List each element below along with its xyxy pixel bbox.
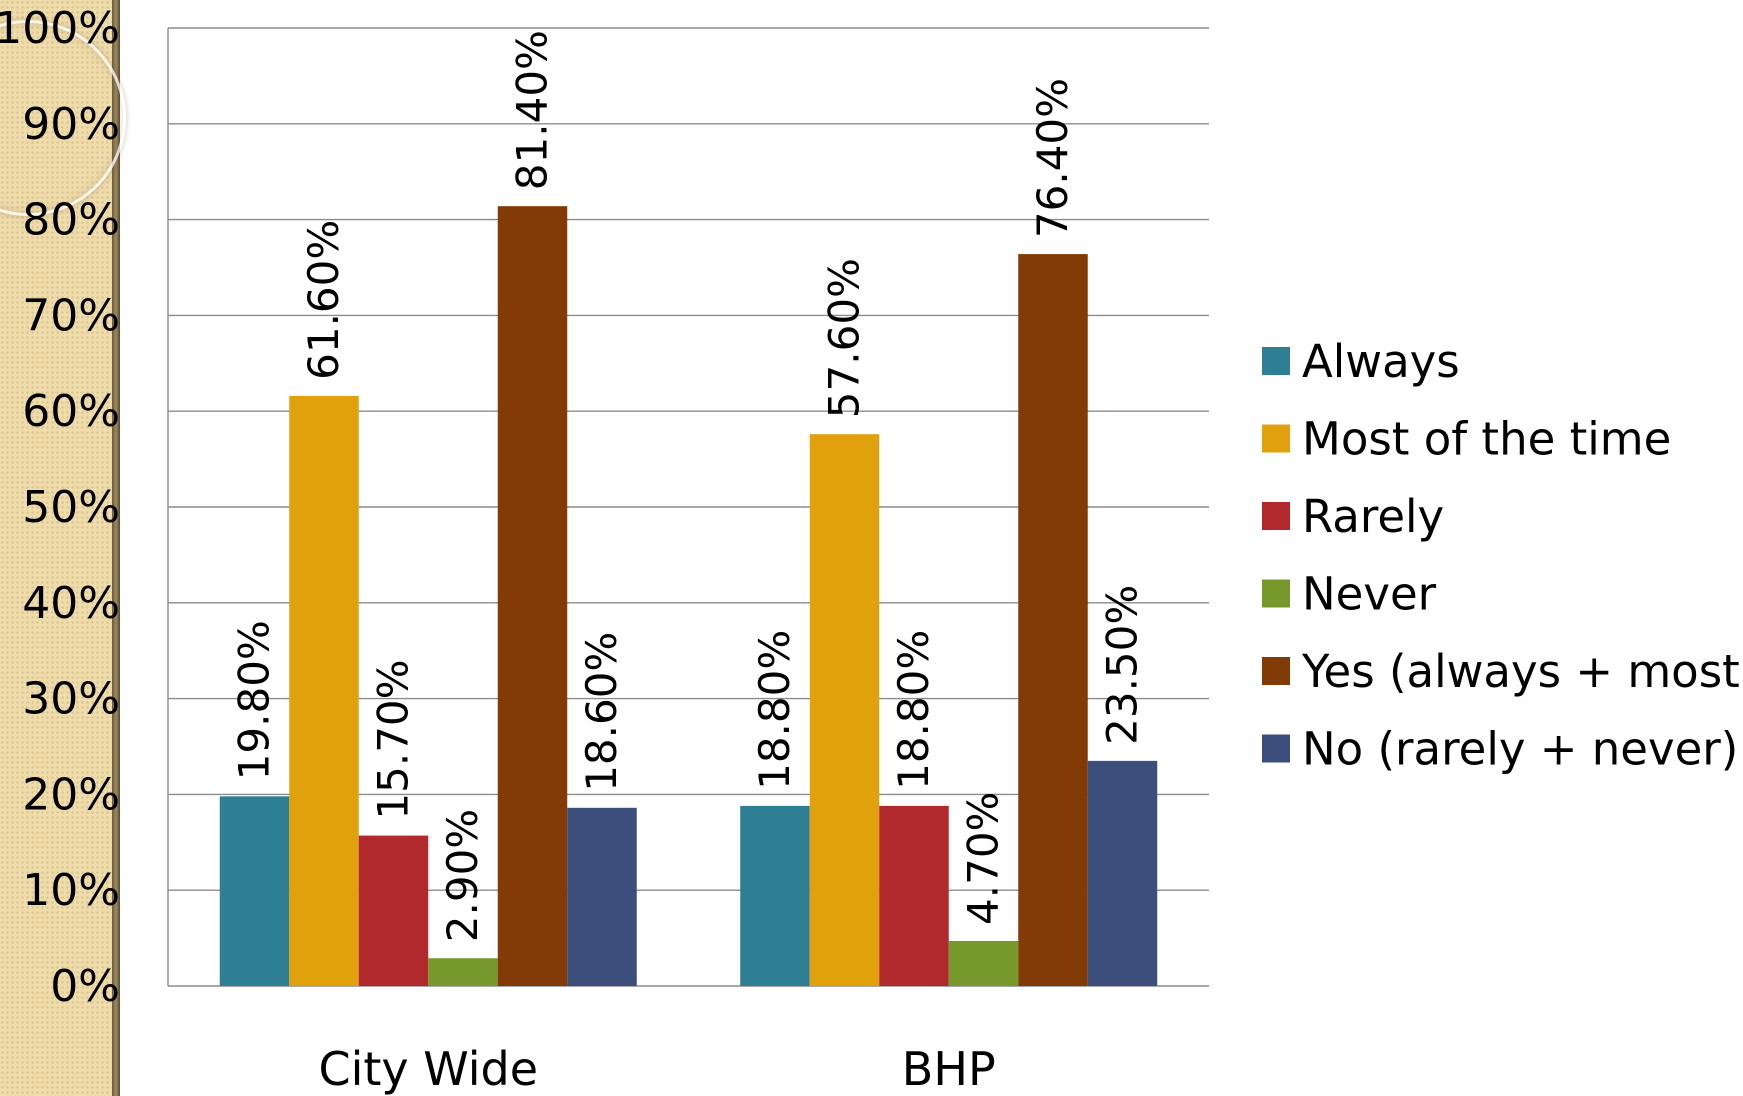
bar — [740, 805, 810, 986]
legend-swatch — [1262, 579, 1290, 608]
data-label: 18.60% — [577, 632, 626, 792]
y-tick-label: 70% — [22, 290, 120, 341]
x-category-label: City Wide — [318, 1042, 538, 1096]
legend-label: Never — [1302, 568, 1437, 621]
data-label: 23.50% — [1098, 585, 1147, 745]
data-label: 15.70% — [369, 659, 418, 819]
bar — [428, 958, 498, 986]
bar — [948, 940, 1019, 986]
y-tick-label: 30% — [22, 674, 120, 725]
bar — [219, 796, 290, 986]
bar — [879, 805, 949, 986]
legend-label: Rarely — [1302, 490, 1444, 543]
y-tick-label: 100% — [0, 3, 120, 54]
y-tick-label: 40% — [22, 578, 120, 629]
data-label: 57.60% — [820, 258, 869, 418]
bars — [219, 206, 1158, 987]
bar — [358, 835, 429, 986]
y-tick-label: 90% — [22, 99, 120, 150]
data-label: 81.40% — [508, 30, 557, 190]
bar — [1087, 760, 1158, 986]
y-axis-ticks: 0% 10% 20% 30% 40% 50% 60% 70% 80% 90% 100% — [0, 3, 120, 1012]
slide-divider-rule — [112, 0, 120, 1096]
bar — [497, 206, 568, 987]
data-label: 2.90% — [438, 809, 487, 942]
legend-label: Always — [1302, 335, 1460, 388]
legend-label: No (rarely + never) — [1302, 723, 1738, 776]
bar — [289, 395, 359, 986]
y-tick-label: 0% — [50, 961, 120, 1012]
x-axis-labels: City Wide BHP — [318, 1042, 995, 1096]
legend-label: Most of the time — [1302, 413, 1671, 466]
data-label: 76.40% — [1028, 78, 1077, 238]
data-label: 18.80% — [889, 630, 938, 790]
legend-swatch — [1262, 657, 1290, 685]
legend: Always Most of the time Rarely Never Yes (al… — [1262, 335, 1743, 776]
data-label: 18.80% — [750, 630, 799, 790]
bar — [567, 807, 637, 986]
y-tick-label: 60% — [22, 386, 120, 437]
bar — [1018, 254, 1088, 986]
y-tick-label: 20% — [22, 769, 120, 820]
legend-swatch — [1262, 424, 1290, 453]
x-category-label: BHP — [902, 1042, 996, 1096]
data-labels: 19.80% 61.60% 15.70% 2.90% 81.40% 18.60% 18.80… — [230, 30, 1147, 942]
data-label: 19.80% — [230, 620, 279, 780]
y-tick-label: 10% — [22, 865, 120, 916]
legend-swatch — [1262, 502, 1290, 530]
y-tick-label: 50% — [22, 482, 120, 533]
y-tick-label: 80% — [22, 195, 120, 246]
legend-label: Yes (always + most) — [1301, 645, 1743, 698]
legend-swatch — [1262, 347, 1290, 375]
legend-swatch — [1262, 734, 1290, 763]
data-label: 61.60% — [299, 220, 348, 380]
bar — [809, 434, 880, 986]
data-label: 4.70% — [959, 792, 1008, 925]
